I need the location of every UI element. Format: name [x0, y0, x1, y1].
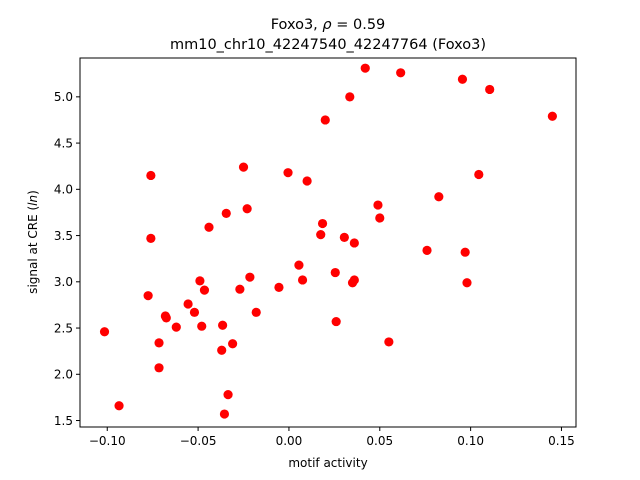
data-point-1 [114, 401, 124, 411]
x-tick-label-2: 0.00 [276, 434, 303, 448]
data-points [99, 63, 557, 419]
data-point-34 [320, 115, 330, 125]
data-point-37 [339, 232, 349, 243]
data-point-49 [457, 74, 468, 84]
data-point-35 [330, 267, 340, 278]
y-tick-label-3: 3.0 [54, 275, 73, 289]
data-point-4 [146, 233, 156, 243]
data-point-21 [228, 339, 238, 349]
data-point-42 [360, 63, 370, 73]
data-point-44 [375, 213, 385, 223]
data-point-26 [251, 307, 261, 317]
data-point-46 [396, 68, 406, 78]
data-point-50 [460, 247, 470, 257]
data-point-18 [219, 409, 230, 419]
data-point-20 [223, 390, 233, 400]
data-point-48 [434, 192, 444, 202]
x-axis-label: motif activity [288, 456, 367, 470]
x-axis-ticks: −0.10 −0.05 0.00 0.05 0.10 0.15 [89, 427, 575, 448]
data-point-16 [217, 345, 227, 355]
data-point-12 [195, 276, 205, 286]
y-tick-label-6: 4.5 [54, 136, 73, 150]
x-tick-label-4: 0.10 [457, 434, 484, 448]
data-point-29 [294, 260, 304, 270]
data-point-17 [218, 320, 228, 330]
data-point-3 [146, 170, 156, 181]
data-point-0 [99, 327, 110, 337]
data-point-9 [171, 322, 181, 332]
chart-title-line1: Foxo3, ρ = 0.59 [271, 17, 386, 33]
data-point-51 [462, 278, 472, 288]
data-point-14 [199, 285, 210, 295]
data-point-28 [283, 168, 293, 178]
x-tick-label-5: 0.15 [548, 434, 575, 448]
data-point-53 [485, 84, 495, 95]
data-point-40 [349, 238, 359, 248]
data-point-54 [547, 111, 557, 121]
data-point-5 [154, 338, 164, 348]
chart-title-line2: mm10_chr10_42247540_42247764 (Foxo3) [170, 37, 486, 53]
data-point-25 [245, 272, 255, 282]
y-axis-ticks: 1.5 2.0 2.5 3.0 3.5 4.0 4.5 5.0 [54, 90, 80, 428]
data-point-19 [221, 208, 231, 218]
y-tick-label-5: 4.0 [54, 183, 73, 197]
data-point-22 [235, 284, 245, 294]
y-tick-label-7: 5.0 [54, 90, 73, 104]
x-tick-label-3: 0.05 [366, 434, 393, 448]
data-point-36 [331, 316, 341, 327]
data-point-52 [474, 169, 484, 180]
data-point-11 [189, 307, 200, 317]
data-point-2 [143, 291, 153, 301]
data-point-33 [317, 218, 328, 229]
data-point-41 [349, 275, 359, 285]
y-tick-label-1: 2.0 [54, 368, 73, 382]
y-tick-label-0: 1.5 [54, 414, 73, 428]
y-axis-label: signal at CRE (ln) [26, 190, 40, 294]
data-point-6 [154, 363, 164, 373]
data-point-32 [316, 230, 326, 240]
data-point-24 [242, 204, 252, 214]
x-tick-label-0: −0.10 [89, 434, 126, 448]
data-point-31 [302, 176, 312, 186]
data-point-30 [297, 275, 308, 285]
data-point-10 [183, 299, 193, 309]
y-tick-label-2: 2.5 [54, 321, 73, 335]
data-point-43 [373, 200, 383, 210]
x-tick-label-1: −0.05 [180, 434, 217, 448]
data-point-15 [204, 222, 214, 232]
data-point-8 [161, 313, 171, 323]
y-tick-label-4: 3.5 [54, 229, 73, 243]
data-point-45 [384, 337, 394, 347]
data-point-13 [197, 321, 207, 331]
data-point-27 [274, 282, 284, 292]
data-point-47 [422, 245, 432, 255]
data-point-23 [238, 162, 249, 172]
data-point-38 [345, 92, 355, 102]
plot-frame [79, 57, 577, 428]
